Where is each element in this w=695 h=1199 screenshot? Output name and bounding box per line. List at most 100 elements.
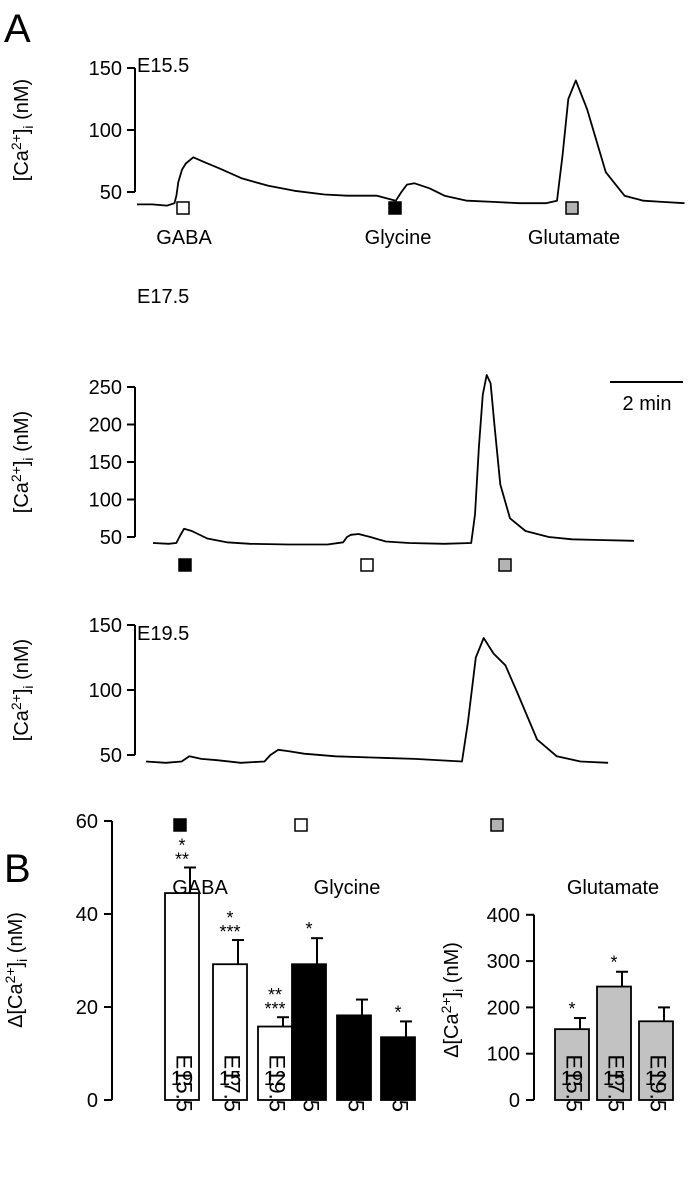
- bar-n-label: 12: [387, 1068, 409, 1090]
- significance-stars: *: [568, 999, 575, 1019]
- y-axis-label-part: (nM): [11, 411, 33, 458]
- y-tick-label: 100: [89, 120, 122, 142]
- bar: [164, 892, 200, 1101]
- y-axis-label-part: (nM): [11, 639, 33, 686]
- y-axis-label-part: ]: [441, 992, 463, 998]
- y-axis-label: Δ[Ca2+]i (nM): [2, 912, 30, 1028]
- calcium-trace-line: [137, 79, 685, 207]
- y-axis-label-part: i: [20, 457, 36, 460]
- calcium-trace-line: [152, 374, 635, 546]
- bar: [554, 1028, 590, 1101]
- significance-stars: **: [175, 850, 189, 870]
- y-axis-label: [Ca2+]i (nM): [8, 79, 36, 181]
- bar: [380, 1036, 416, 1101]
- group-label: Glutamate: [567, 877, 659, 899]
- stimulus-marker: [565, 201, 579, 215]
- panel-label-b: B: [4, 847, 31, 891]
- x-tick-label: E17.5: [220, 1055, 245, 1113]
- trace-title: E19.5: [137, 623, 189, 645]
- y-axis-label-part: [Ca: [11, 149, 33, 181]
- bar-n-label: 15: [603, 1068, 625, 1090]
- bar-chart-glutamate: 0 100 200 300 400 Δ[Ca2+]i (nM) Glutamate 19 * E1…: [438, 877, 674, 1113]
- y-tick-label: 400: [487, 905, 520, 927]
- y-axis-label-part: i: [20, 125, 36, 128]
- y-tick-label: 50: [100, 182, 122, 204]
- bar-n-label: 19: [561, 1068, 583, 1090]
- y-tick-label: 0: [87, 1090, 98, 1112]
- stimulus-marker: [388, 201, 402, 215]
- y-axis-label-part: [Ca: [11, 709, 33, 741]
- trace-title: E17.5: [137, 286, 189, 308]
- bar-n-label: 19: [171, 1068, 193, 1090]
- stimulus-marker: [176, 201, 190, 215]
- stimulus-marker: [498, 558, 512, 572]
- y-tick-label: 150: [89, 452, 122, 474]
- bar: [257, 1025, 293, 1101]
- trace-panel-e17-5: 50 100 150 200 250 [Ca2+]i (nM) E17.5: [8, 286, 635, 572]
- bar-n-label: 15: [343, 1068, 365, 1090]
- y-axis-label-part: [Ca: [11, 481, 33, 513]
- y-tick-label: 50: [100, 527, 122, 549]
- y-tick-label: 60: [76, 811, 98, 833]
- x-tick-label: E19.5: [388, 1055, 413, 1113]
- bar: [212, 963, 248, 1101]
- significance-stars: *: [610, 953, 617, 973]
- significance-stars: **: [268, 985, 282, 1005]
- y-tick-label: 100: [89, 490, 122, 512]
- significance-stars: *: [305, 919, 312, 939]
- y-tick-label: 0: [509, 1090, 520, 1112]
- stimulus-label: Glutamate: [528, 227, 620, 249]
- significance-stars: *: [394, 1002, 401, 1022]
- y-axis-label-part: (nM): [441, 942, 463, 989]
- x-tick-label: E17.5: [344, 1055, 369, 1113]
- y-axis-label-part: 2+: [2, 967, 18, 983]
- stimulus-marker: [178, 558, 192, 572]
- y-axis-label-part: 2+: [438, 997, 454, 1013]
- y-tick-label: 200: [89, 415, 122, 437]
- y-tick-label: 50: [100, 745, 122, 767]
- stimulus-marker: [490, 818, 504, 832]
- bar: [291, 963, 327, 1101]
- y-tick-label: 100: [89, 680, 122, 702]
- y-axis-label: [Ca2+]i (nM): [8, 411, 36, 513]
- x-tick-label: E15.5: [172, 1055, 197, 1113]
- y-axis-label: [Ca2+]i (nM): [8, 639, 36, 741]
- bar: [596, 985, 632, 1101]
- y-axis-label-part: i: [450, 989, 466, 992]
- y-axis-label-part: 2+: [8, 134, 24, 150]
- x-tick-label: E15.5: [562, 1055, 587, 1113]
- y-tick-label: 150: [89, 58, 122, 80]
- bar: [336, 1014, 372, 1101]
- stimulus-marker: [173, 818, 187, 832]
- y-axis-label-part: i: [20, 685, 36, 688]
- x-tick-label: E19.5: [646, 1055, 671, 1113]
- y-axis-label-part: ]: [11, 129, 33, 135]
- significance-stars: ***: [219, 922, 240, 942]
- scale-bar-label: 2 min: [623, 393, 672, 415]
- y-tick-label: 150: [89, 615, 122, 637]
- y-axis-label: Δ[Ca2+]i (nM): [438, 942, 466, 1058]
- y-tick-label: 300: [487, 951, 520, 973]
- group-label: Glycine: [314, 877, 381, 899]
- stimulus-label: GABA: [156, 227, 212, 249]
- significance-stars: *: [178, 836, 185, 856]
- y-axis-label-part: Δ[Ca: [441, 1013, 463, 1058]
- y-tick-label: 40: [76, 904, 98, 926]
- stimulus-label: Glycine: [365, 227, 432, 249]
- y-tick-label: 200: [487, 997, 520, 1019]
- bar: [638, 1020, 674, 1101]
- y-axis-label-part: ]: [5, 962, 27, 968]
- bar-n-label: 12: [645, 1068, 667, 1090]
- y-axis-label-part: 2+: [8, 694, 24, 710]
- stimulus-marker: [360, 558, 374, 572]
- y-tick-label: 20: [76, 997, 98, 1019]
- y-axis-label-part: (nM): [11, 79, 33, 126]
- bar-n-label: 12: [264, 1068, 286, 1090]
- stimulus-marker: [294, 818, 308, 832]
- trace-panel-e19-5: 50 100 150 [Ca2+]i (nM) E19.5: [8, 615, 609, 832]
- y-axis-label-part: 2+: [8, 466, 24, 482]
- time-scale-bar: 2 min: [610, 381, 683, 415]
- trace-title: E15.5: [137, 55, 189, 77]
